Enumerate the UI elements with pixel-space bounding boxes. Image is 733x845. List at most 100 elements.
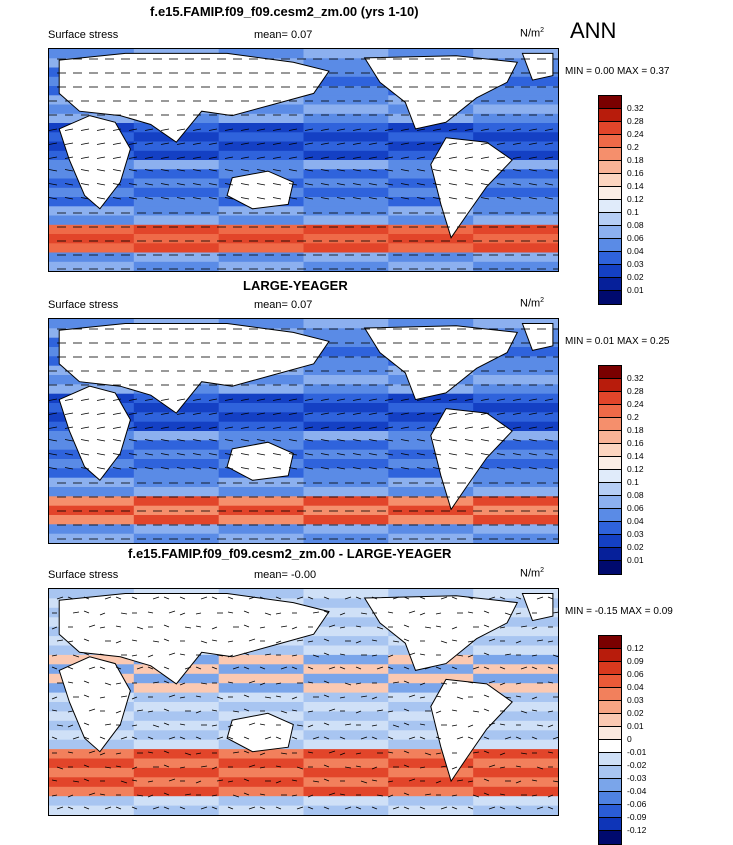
field-cell [218,431,305,442]
wind-vector [256,183,266,186]
wind-vector [192,197,202,200]
field-cell [218,234,305,245]
wind-vector [435,752,442,755]
wind-vector [176,128,186,131]
colorbar-tick-label: -0.02 [627,760,647,770]
wind-vector [195,666,202,670]
field-cell [49,496,135,507]
field-cell [388,468,475,479]
wind-vector [224,156,234,159]
wind-vector [368,426,378,429]
wind-vector [408,610,416,614]
field-cell [388,533,475,543]
field-cell [218,664,305,675]
wind-vector [179,653,186,656]
wind-vector [160,453,170,456]
colorbar-swatch [599,509,621,522]
wind-vector [72,611,80,614]
colorbar-swatch [599,818,621,831]
field-cell [303,206,390,217]
colorbar-tick-label: 0.06 [627,503,644,513]
wind-vector [128,197,138,200]
colorbar-tick-label: 0.09 [627,656,644,666]
wind-vector [419,806,426,810]
field-cell [388,664,475,675]
field-cell [133,777,220,788]
field-cell [303,261,390,271]
wind-vector [275,806,282,810]
field-cell [49,252,135,263]
wind-vector [371,596,378,600]
field-cell [218,589,305,600]
wind-vector [131,639,138,642]
wind-vector [528,426,538,429]
field-cell [218,645,305,656]
wind-vector [88,792,96,796]
wind-vector [275,612,282,615]
wind-vector [531,794,538,797]
wind-vector [496,142,506,145]
wind-vector [528,453,538,456]
wind-vector [80,142,90,145]
wind-vector [163,722,170,726]
wind-vector [64,197,74,200]
colorbar-swatch [599,96,621,109]
wind-vector [49,439,58,442]
wind-vector [371,736,378,740]
wind-vector [544,169,554,172]
wind-vector [67,640,74,643]
wind-vector [240,169,250,172]
wind-vector [536,806,544,810]
wind-vector [272,156,282,159]
wind-vector [243,778,250,782]
wind-vector [336,426,346,429]
field-cell [133,692,220,703]
wind-vector [64,426,74,429]
field-cell [388,749,475,760]
wind-vector [371,696,378,700]
wind-vector [512,412,522,415]
wind-vector [536,639,544,642]
wind-vector [192,398,202,401]
field-cell [473,67,558,78]
field-cell [133,197,220,208]
wind-vector [416,183,426,186]
field-cell [473,626,558,638]
colorbar-tick-label: -0.09 [627,812,647,822]
colorbar-tick-label: -0.04 [627,786,647,796]
wind-vector [483,708,490,712]
field-cell [303,711,390,722]
continent-outline [58,52,330,143]
continent-outline [226,712,294,753]
wind-vector [520,666,528,670]
field-cell [473,104,558,115]
wind-vector [64,398,74,401]
wind-vector [192,467,202,470]
wind-vector [224,183,234,186]
continent-outline [363,595,519,671]
wind-vector [88,666,96,670]
wind-vector [288,197,298,200]
wind-vector [96,398,106,401]
colorbar-tick-label: 0.01 [627,721,644,731]
wind-vector [216,779,224,782]
wind-vector [224,453,234,456]
wind-vector [355,765,362,768]
wind-vector [371,724,378,727]
wind-vector [323,722,330,726]
wind-vector [376,794,384,797]
wind-vector [104,806,112,810]
field-cell [388,589,475,600]
units-label: N/m2 [520,297,545,310]
field-cell [133,487,220,498]
wind-vector [360,780,368,784]
wind-vector [192,453,202,456]
wind-vector [256,156,266,159]
wind-vector [304,412,314,415]
wind-vector [320,156,330,159]
wind-vector [176,156,186,159]
field-cell [303,197,390,208]
wind-vector [435,695,442,698]
wind-vector [515,780,522,784]
wind-vector [528,156,538,159]
